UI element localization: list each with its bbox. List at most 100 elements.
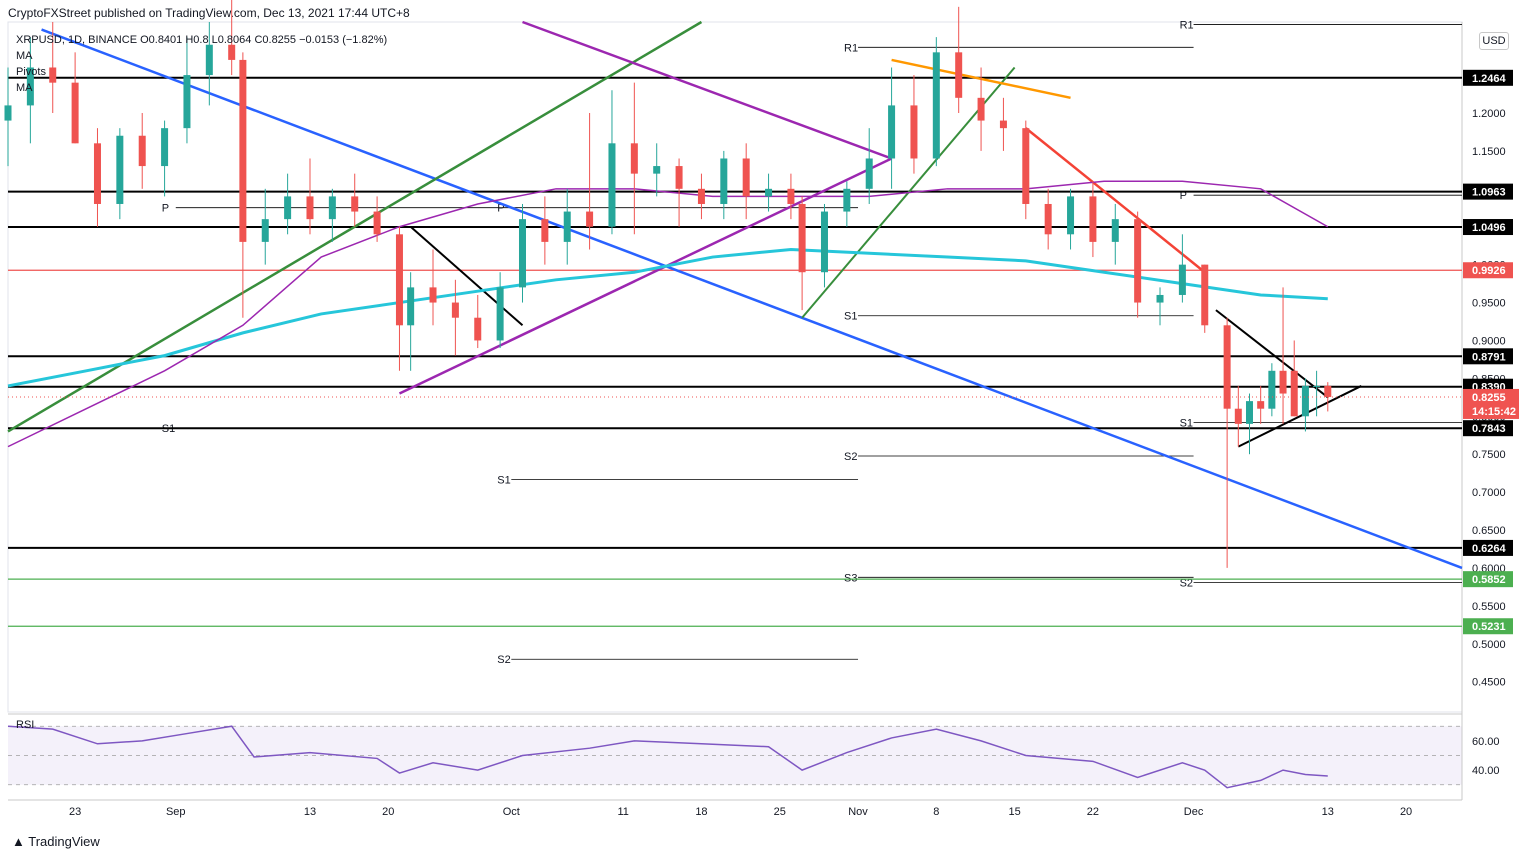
- y-tick-label: 0.5000: [1472, 639, 1506, 651]
- level-price-label: 0.8791: [1472, 351, 1506, 363]
- current-price-tag: [1463, 388, 1519, 419]
- candle-body: [1279, 370, 1287, 394]
- pivot-label: R1: [844, 42, 858, 54]
- candle-body: [999, 120, 1007, 129]
- level-price-tag: [1463, 219, 1513, 236]
- candle-body: [653, 166, 661, 174]
- rsi-label: RSI: [16, 719, 34, 731]
- candle-body: [373, 211, 381, 235]
- x-tick-label: 22: [1087, 806, 1099, 818]
- candle-body: [742, 158, 750, 197]
- y-tick-label: 1.1500: [1472, 146, 1506, 158]
- y-tick-label: 0.9000: [1472, 335, 1506, 347]
- x-tick-label: 23: [69, 806, 81, 818]
- level-price-tag: [1463, 348, 1513, 365]
- x-tick-label: 11: [617, 806, 628, 818]
- pivot-label: S2: [844, 451, 857, 463]
- candle-body: [239, 59, 247, 242]
- candle-body: [1245, 401, 1253, 424]
- candle-body: [138, 135, 146, 167]
- level-price-label: 0.5231: [1472, 621, 1506, 633]
- legend-ohlc: XRPUSD, 1D, BINANCE O0.8401 H0.8 L0.8064…: [16, 34, 387, 46]
- candle-body: [1223, 325, 1231, 409]
- y-tick-label: 0.5500: [1472, 601, 1506, 613]
- level-price-label: 0.7843: [1472, 423, 1506, 435]
- candle-body: [798, 203, 806, 273]
- candle-body: [1044, 203, 1052, 235]
- current-price-label: 0.8255: [1472, 392, 1506, 404]
- x-tick-label: 25: [774, 806, 786, 818]
- candle-body: [1022, 128, 1030, 204]
- candle-body: [675, 166, 683, 189]
- candle-body: [1067, 196, 1075, 235]
- candle-body: [608, 143, 616, 227]
- level-price-tag: [1463, 69, 1513, 86]
- candle-body: [351, 196, 359, 212]
- trend-line: [1237, 385, 1362, 448]
- level-price-tag: [1463, 262, 1513, 279]
- currency-selector[interactable]: USD: [1479, 32, 1509, 50]
- publisher-header: CryptoFXStreet published on TradingView.…: [8, 6, 410, 20]
- level-price-label: 1.0496: [1472, 222, 1506, 234]
- level-price-label: 0.5852: [1472, 574, 1506, 586]
- trend-line: [522, 20, 893, 160]
- plot-area: [7, 21, 1463, 713]
- pivot-label: S1: [497, 475, 510, 487]
- candle-body: [4, 105, 12, 121]
- candle-body: [1268, 370, 1276, 409]
- pivot-label: P: [162, 203, 169, 215]
- candle-body: [116, 135, 124, 204]
- candle-body: [474, 317, 482, 341]
- candle-body: [563, 211, 571, 242]
- candle-body: [787, 188, 795, 204]
- candle-body: [1257, 401, 1265, 409]
- level-price-label: 0.9926: [1472, 265, 1506, 277]
- candle-body: [93, 143, 101, 204]
- candle-body: [1134, 219, 1142, 303]
- candle-body: [865, 158, 873, 189]
- trend-line: [1215, 309, 1329, 399]
- level-price-label: 1.2464: [1472, 73, 1507, 85]
- trend-line: [409, 225, 524, 327]
- candle-body: [429, 287, 437, 303]
- y-tick-label: 0.9500: [1472, 298, 1506, 310]
- candle-body: [1290, 370, 1298, 417]
- candle-body: [518, 219, 526, 288]
- logo-icon: ▲: [12, 834, 25, 849]
- candle-body: [451, 302, 459, 318]
- level-price-label: 1.0963: [1472, 187, 1506, 199]
- level-price-tag: [1463, 539, 1513, 556]
- pivot-label: P: [497, 203, 504, 215]
- candle-body: [1234, 408, 1242, 424]
- pivot-label: S1: [1180, 418, 1193, 430]
- level-price-tag: [1463, 183, 1513, 200]
- trend-line: [41, 28, 1463, 570]
- level-price-label: 0.6264: [1472, 543, 1507, 555]
- y-tick-label: 0.6500: [1472, 525, 1506, 537]
- candle-body: [1313, 385, 1321, 387]
- candle-body: [720, 158, 728, 204]
- candle-body: [284, 196, 292, 220]
- candle-body: [261, 219, 269, 242]
- candle-body: [977, 97, 985, 121]
- pivot-label: S3: [844, 572, 857, 584]
- candle-body: [1156, 294, 1164, 303]
- x-tick-label: 15: [1008, 806, 1020, 818]
- x-tick-label: 13: [1322, 806, 1334, 818]
- y-tick-label: 0.7500: [1472, 449, 1506, 461]
- x-tick-label: Nov: [848, 806, 868, 818]
- candle-body: [328, 196, 336, 220]
- candle-body: [1089, 196, 1097, 242]
- x-tick-label: Oct: [503, 806, 520, 818]
- trend-line: [1025, 127, 1206, 274]
- candle-body: [407, 287, 415, 326]
- level-price-tag: [1463, 618, 1513, 635]
- candle-body: [820, 211, 828, 273]
- candle-body: [541, 219, 549, 242]
- x-tick-label: 13: [304, 806, 316, 818]
- y-tick-label: 1.2000: [1472, 108, 1506, 120]
- candle-body: [395, 234, 403, 326]
- pivot-label: P: [1180, 190, 1187, 202]
- candle-body: [26, 67, 34, 106]
